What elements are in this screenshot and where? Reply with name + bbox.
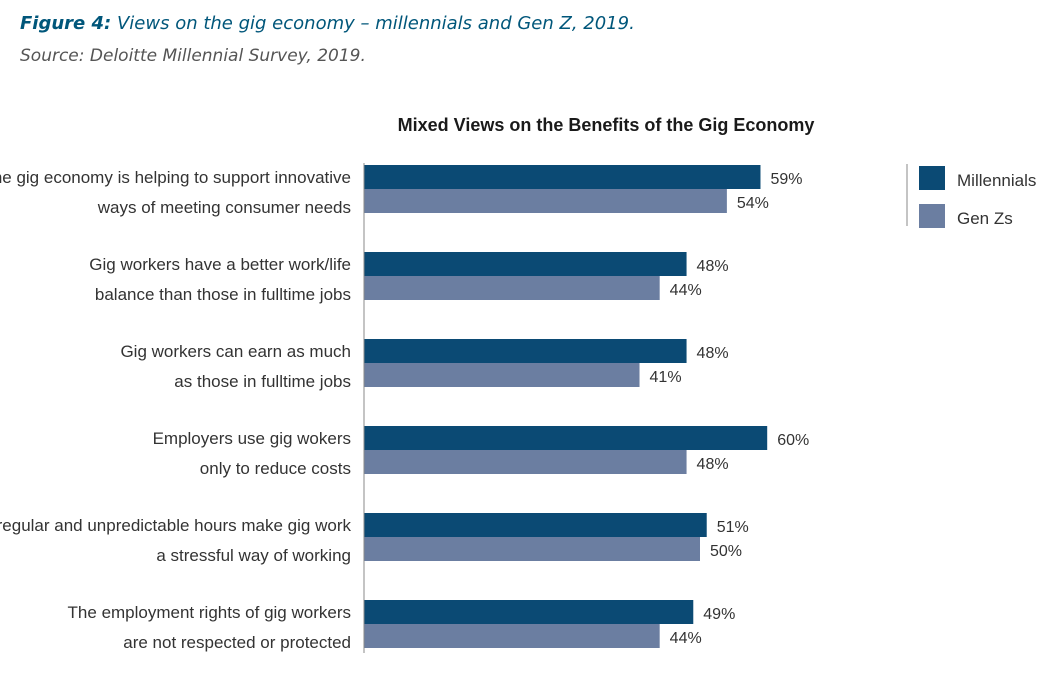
- category-label: ways of meeting consumer needs: [97, 198, 351, 217]
- bar-genz: [364, 624, 660, 648]
- bar-millennials: [364, 339, 687, 363]
- data-label: 48%: [697, 456, 729, 473]
- data-label: 54%: [737, 195, 769, 212]
- data-label: 59%: [770, 171, 802, 188]
- data-label: 44%: [670, 282, 702, 299]
- data-label: 51%: [717, 519, 749, 536]
- data-label: 41%: [650, 369, 682, 386]
- category-label: The employment rights of gig workers: [68, 603, 351, 622]
- category-label: a stressful way of working: [156, 546, 351, 565]
- bar-millennials: [364, 600, 694, 624]
- category-label: as those in fulltime jobs: [174, 372, 351, 391]
- data-label: 49%: [703, 606, 735, 623]
- category-label: The gig economy is helping to support in…: [0, 168, 351, 187]
- bar-millennials: [364, 513, 707, 537]
- data-label: 44%: [670, 630, 702, 647]
- chart-title: Mixed Views on the Benefits of the Gig E…: [398, 115, 815, 135]
- bar-genz: [364, 450, 687, 474]
- category-label: are not respected or protected: [123, 633, 351, 652]
- category-label: Gig workers have a better work/life: [89, 255, 351, 274]
- figure-text: Views on the gig economy – millennials a…: [116, 13, 635, 34]
- legend-swatch-millennials: [919, 166, 945, 190]
- bars-group: The gig economy is helping to support in…: [0, 165, 809, 652]
- legend-swatch-genz: [919, 204, 945, 228]
- figure-label: Figure 4:: [20, 13, 112, 34]
- data-label: 50%: [710, 543, 742, 560]
- bar-millennials: [364, 252, 687, 276]
- figure-source: Source: Deloitte Millennial Survey, 2019…: [20, 46, 366, 66]
- data-label: 60%: [777, 432, 809, 449]
- category-label: Gig workers can earn as much: [120, 342, 351, 361]
- bar-genz: [364, 537, 700, 561]
- category-label: Employers use gig wokers: [153, 429, 351, 448]
- bar-millennials: [364, 165, 761, 189]
- data-label: 48%: [697, 258, 729, 275]
- category-label: only to reduce costs: [200, 459, 351, 478]
- bar-genz: [364, 363, 640, 387]
- bar-millennials: [364, 426, 768, 450]
- bar-genz: [364, 189, 727, 213]
- legend: Millennials Gen Zs: [906, 164, 1036, 228]
- legend-label-millennials: Millennials: [957, 171, 1036, 190]
- data-label: 48%: [697, 345, 729, 362]
- category-label: balance than those in fulltime jobs: [95, 285, 351, 304]
- figure-caption: Figure 4: Views on the gig economy – mil…: [20, 14, 635, 67]
- figure-title: Figure 4: Views on the gig economy – mil…: [20, 14, 635, 34]
- legend-label-genz: Gen Zs: [957, 209, 1013, 228]
- category-label: Irregular and unpredictable hours make g…: [0, 516, 351, 535]
- bar-genz: [364, 276, 660, 300]
